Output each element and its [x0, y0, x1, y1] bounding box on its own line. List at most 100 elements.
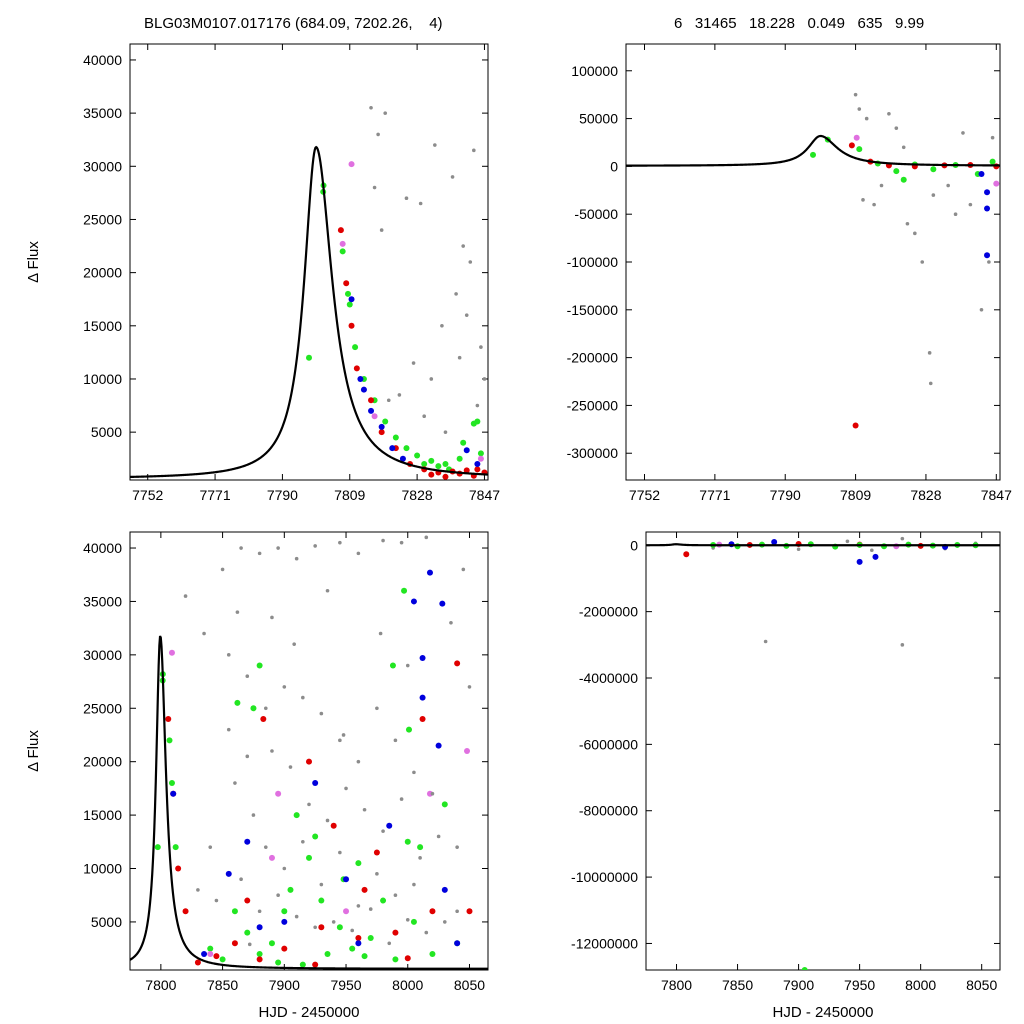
data-point-gray: [429, 377, 434, 381]
data-point-red: [337, 227, 344, 234]
data-point-magenta: [993, 180, 1000, 187]
data-point-gray: [796, 547, 801, 552]
y-tick-label: 100000: [571, 63, 618, 79]
data-point-green: [392, 956, 399, 963]
x-axis-title: HJD - 2450000: [773, 1004, 874, 1021]
data-point-gray: [375, 872, 379, 876]
data-point-magenta: [268, 854, 275, 861]
data-point-red: [330, 822, 337, 829]
data-point-gray: [968, 202, 973, 207]
data-point-green: [417, 844, 424, 851]
data-point-green: [219, 956, 226, 963]
data-point-gray: [313, 544, 317, 548]
data-point-gray: [196, 888, 200, 892]
data-point-red: [318, 924, 325, 931]
data-point-green: [256, 662, 263, 669]
data-point-gray: [338, 850, 342, 855]
y-tick-label: -10000000: [571, 869, 638, 885]
model-curve: [130, 635, 488, 970]
y-tick-label: 15000: [83, 807, 122, 823]
data-point-gray: [294, 556, 299, 561]
data-point-gray: [307, 802, 311, 807]
data-point-red: [343, 280, 350, 287]
data-point-green: [435, 463, 442, 470]
x-tick-label: 7800: [145, 977, 176, 993]
data-point-gray: [247, 942, 252, 947]
y-tick-label: 40000: [83, 52, 122, 68]
data-point-blue: [244, 838, 251, 845]
plot-frame: [625, 43, 1001, 481]
x-tick-label: 7950: [330, 977, 361, 993]
data-point-gray: [393, 738, 398, 743]
y-tick-label: 25000: [83, 211, 122, 227]
data-point-gray: [857, 107, 862, 111]
data-point-gray: [464, 313, 469, 317]
x-tick-label: 8050: [454, 977, 485, 993]
data-point-magenta: [853, 134, 860, 141]
data-point-green: [234, 699, 241, 706]
data-point-green: [275, 959, 282, 966]
data-point-gray: [457, 355, 462, 360]
data-point-gray: [350, 928, 355, 933]
plot-frame: [645, 531, 1001, 971]
data-point-red: [361, 886, 368, 893]
y-axis-title: Δ Flux: [25, 730, 42, 772]
data-point-gray: [440, 324, 444, 328]
model-curve: [646, 543, 1000, 547]
data-point-green: [306, 854, 312, 861]
data-point-red: [312, 961, 319, 968]
data-point-magenta: [343, 908, 350, 915]
data-point-green: [474, 418, 481, 425]
data-point-gray: [990, 135, 995, 140]
data-point-green: [989, 158, 996, 165]
data-point-red: [213, 953, 220, 960]
data-point-gray: [257, 909, 262, 914]
data-point-gray: [393, 893, 398, 898]
data-point-green: [367, 934, 374, 941]
data-point-gray: [239, 546, 243, 550]
data-point-red: [442, 473, 449, 480]
data-point-blue: [426, 569, 433, 576]
data-point-gray: [961, 131, 965, 135]
data-point-gray: [313, 925, 317, 930]
data-point-gray: [433, 143, 437, 147]
data-point-gray: [251, 813, 256, 817]
data-point-magenta: [168, 649, 175, 656]
x-tick-label: 7900: [783, 977, 814, 993]
data-point-green: [477, 450, 484, 457]
data-point-red: [429, 908, 436, 915]
data-point-gray: [301, 695, 305, 700]
data-point-green: [166, 737, 173, 744]
data-point-green: [389, 662, 396, 669]
data-point-gray: [387, 941, 392, 946]
data-point-gray: [442, 920, 447, 924]
data-point-blue: [399, 455, 406, 462]
y-tick-label: -100000: [567, 254, 619, 270]
data-point-magenta: [371, 413, 378, 420]
data-point-red: [404, 955, 411, 962]
data-point-green: [930, 166, 937, 173]
x-tick-label: 7828: [402, 487, 433, 503]
data-point-blue: [419, 694, 426, 701]
data-point-gray: [430, 791, 435, 796]
data-point-gray: [372, 185, 377, 190]
data-point-gray: [467, 685, 472, 689]
x-tick-label: 7771: [699, 487, 730, 503]
x-tick-label: 7847: [469, 487, 500, 503]
y-tick-label: 10000: [83, 371, 122, 387]
data-point-blue: [360, 386, 367, 393]
y-tick-label: -2000000: [579, 604, 638, 620]
data-point-gray: [270, 615, 274, 620]
data-point-magenta: [207, 950, 214, 957]
data-point-gray: [397, 393, 402, 397]
y-tick-label: -150000: [567, 302, 619, 318]
data-point-blue: [984, 205, 991, 212]
data-point-blue: [441, 886, 448, 893]
data-point-gray: [953, 212, 958, 216]
data-point-gray: [479, 345, 483, 349]
data-point-gray: [338, 738, 342, 743]
data-point-gray: [475, 403, 480, 408]
data-point-red: [182, 908, 189, 915]
data-point-gray: [870, 548, 874, 553]
